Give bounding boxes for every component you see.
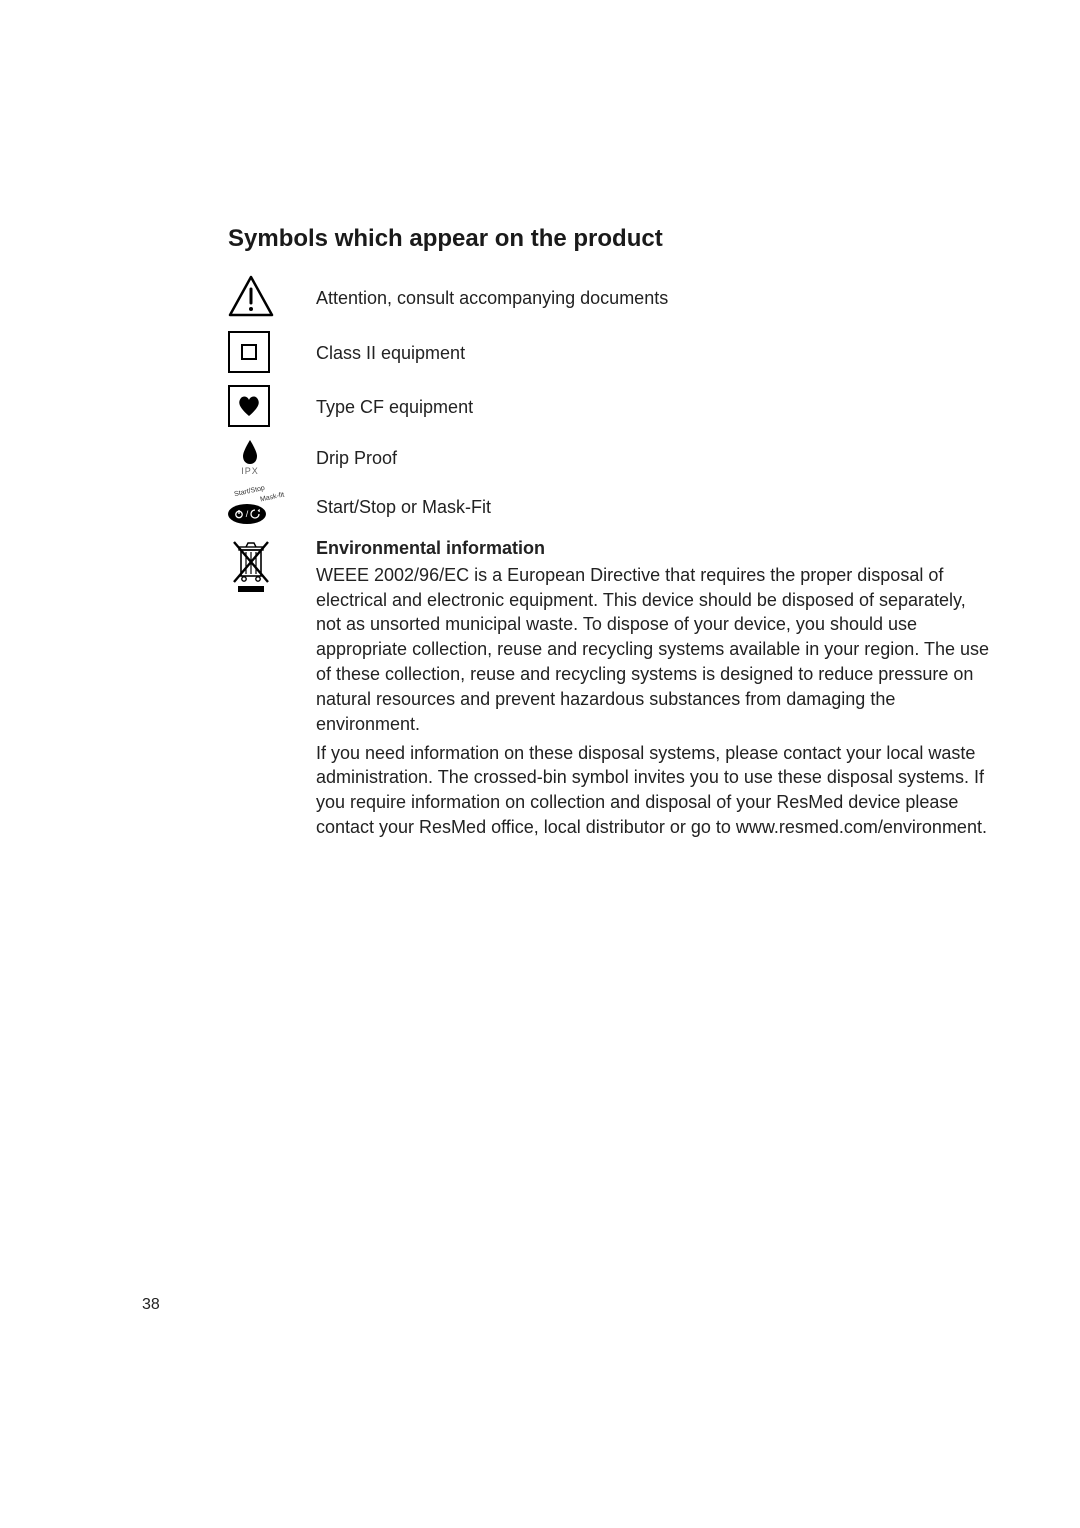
env-paragraph-2: If you need information on these disposa…	[316, 741, 990, 840]
symbol-label: Class II equipment	[316, 341, 465, 364]
attention-icon	[228, 275, 274, 319]
ipx-label: IPX	[241, 466, 259, 476]
symbol-row-class2: Class II equipment	[228, 331, 990, 373]
section-heading: Symbols which appear on the product	[228, 225, 990, 253]
maskfit-sublabel: Mask-fit	[260, 492, 285, 504]
symbol-row-attention: Attention, consult accompanying document…	[228, 275, 990, 319]
weee-bin-icon	[228, 538, 274, 594]
startstop-icon: Start/Stop Mask-fit /	[228, 488, 288, 524]
env-paragraph-1: WEEE 2002/96/EC is a European Directive …	[316, 563, 990, 737]
symbol-label: Type CF equipment	[316, 395, 473, 418]
class2-icon	[228, 331, 270, 373]
page-number: 38	[142, 1296, 160, 1314]
drip-icon	[241, 439, 259, 465]
environmental-block: Environmental information WEEE 2002/96/E…	[228, 536, 990, 844]
symbol-row-typecf: Type CF equipment	[228, 385, 990, 427]
symbol-row-startstop: Start/Stop Mask-fit / Start/Stop or Mask…	[228, 488, 990, 524]
symbol-label: Attention, consult accompanying document…	[316, 286, 668, 309]
symbol-label: Drip Proof	[316, 446, 397, 469]
symbol-label: Start/Stop or Mask-Fit	[316, 495, 491, 518]
typecf-icon	[228, 385, 270, 427]
symbol-row-drip: IPX Drip Proof	[228, 439, 990, 476]
env-subheading: Environmental information	[316, 536, 990, 561]
